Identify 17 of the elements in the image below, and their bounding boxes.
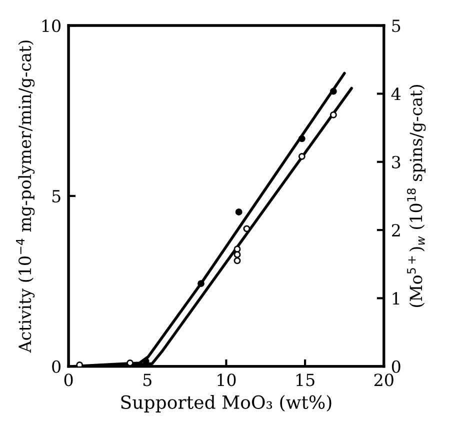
y-axis-title: Activity (10$^{−4}$ mg-polymer/min/g-cat) bbox=[16, 40, 35, 353]
y2-axis-title: (Mo$^{5+}$)$_{w}$ (10$^{18}$ spins/g-cat) bbox=[406, 85, 426, 307]
y-tick-label: 0 bbox=[52, 360, 60, 373]
y-tick-label: 5 bbox=[52, 190, 60, 203]
x-tick-label: 20 bbox=[374, 374, 394, 386]
y2-tick-label: 1 bbox=[392, 292, 400, 305]
x-tick-label: 5 bbox=[143, 374, 152, 386]
y2-tick-label: 5 bbox=[392, 20, 400, 32]
x-tick-label: 10 bbox=[218, 374, 236, 386]
x-tick-label: 0 bbox=[64, 374, 73, 386]
x-tick-label: 15 bbox=[296, 374, 314, 386]
x-axis-title: Supported MoO₃ (wt%) bbox=[121, 394, 332, 412]
y-tick-label: 10 bbox=[42, 20, 60, 32]
y2-tick-label: 2 bbox=[392, 224, 400, 236]
y2-tick-label: 4 bbox=[391, 88, 401, 100]
y2-tick-label: 3 bbox=[392, 156, 400, 168]
y2-tick-label: 0 bbox=[392, 360, 400, 373]
